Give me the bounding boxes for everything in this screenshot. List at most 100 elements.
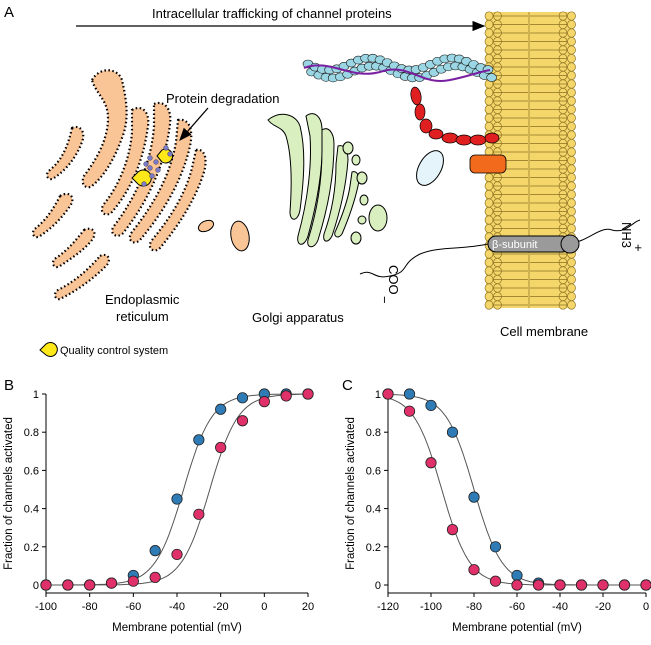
y-tick-label: 0 — [33, 580, 39, 592]
x-tick-label: 20 — [302, 601, 314, 613]
x-tick-label: -120 — [377, 601, 399, 613]
beta-subunit-label: β-subunit — [492, 239, 537, 251]
data-point-b-1 — [171, 493, 183, 505]
data-point-b-2 — [280, 390, 292, 402]
x-axis-label: Membrane potential (mV) — [112, 622, 242, 634]
data-point-c-2 — [511, 579, 523, 591]
y-axis-label: Fraction of channels activated — [3, 417, 15, 570]
legend-label: Quality control system — [60, 345, 168, 357]
data-point-c-2 — [489, 575, 502, 587]
data-point-b-2 — [149, 571, 161, 583]
data-point-b-2 — [105, 577, 118, 589]
data-point-b-2 — [127, 575, 139, 587]
c-terminus-label: COO — [386, 265, 401, 295]
data-point-c-2 — [554, 579, 566, 591]
quality-control-icon — [39, 342, 58, 357]
er-floating-vesicles — [197, 219, 250, 252]
data-point-b-2 — [302, 388, 314, 400]
panel-a: A Intracellular trafficking of channel p… — [4, 4, 646, 357]
orange-membrane-protein — [469, 154, 507, 174]
endoplasmic-reticulum — [31, 69, 207, 301]
data-point-b-2 — [84, 579, 96, 591]
fit-curve-c-2 — [387, 397, 646, 586]
data-point-c-1 — [489, 541, 502, 553]
data-point-b-2 — [193, 508, 205, 520]
y-tick-label: 0.6 — [366, 465, 381, 477]
data-point-c-2 — [403, 405, 416, 417]
beta-subunit: β-subunit — [359, 219, 641, 278]
x-tick-label: -40 — [552, 601, 568, 613]
er-label-line1: Endoplasmic — [105, 292, 180, 307]
data-point-c-2 — [468, 564, 480, 576]
data-point-c-2 — [575, 579, 588, 591]
data-point-b-2 — [62, 579, 74, 591]
data-point-b-2 — [236, 415, 249, 427]
x-tick-label: -80 — [466, 601, 482, 613]
x-tick-label: -60 — [509, 601, 525, 613]
data-point-c-1 — [403, 388, 416, 400]
data-point-b-2 — [258, 396, 270, 408]
x-tick-label: -80 — [82, 601, 98, 613]
y-tick-label: 0.2 — [366, 542, 381, 554]
y-tick-label: 0.4 — [366, 504, 381, 516]
c-terminus-charge: − — [377, 296, 392, 304]
panel-b-letter: B — [4, 377, 14, 394]
x-tick-label: -100 — [35, 601, 57, 613]
x-tick-label: 0 — [643, 601, 649, 613]
x-tick-label: -20 — [213, 601, 229, 613]
data-point-b-1 — [236, 392, 249, 404]
golgi-apparatus — [267, 113, 388, 248]
y-tick-label: 0.8 — [24, 427, 39, 439]
x-tick-label: -20 — [595, 601, 611, 613]
membrane-label: Cell membrane — [500, 324, 588, 339]
actin-filament — [302, 53, 497, 83]
data-point-b-1 — [149, 545, 161, 557]
x-tick-label: -60 — [125, 601, 141, 613]
data-point-b-2 — [40, 579, 52, 591]
degradation-arrow — [179, 107, 209, 141]
y-tick-label: 0.6 — [24, 465, 39, 477]
panel-a-letter: A — [4, 4, 14, 21]
data-point-c-1 — [511, 569, 523, 582]
quality-control-marker — [131, 145, 174, 187]
panel-c-chart: C 0 0.2 0.4 0.6 0.8 1 -120 -100 -80 -60 -40 -20 0 Mem… — [342, 377, 651, 634]
data-point-c-2 — [425, 457, 437, 469]
panel-b-chart: B 0 0.2 0.4 0.6 0.8 1 -100 -80 -60 -40 -20 0 20 Membr… — [3, 377, 314, 634]
n-terminus-label: NH3 — [619, 222, 634, 248]
quality-control-legend: Quality control system — [39, 342, 168, 357]
data-point-b-1 — [215, 403, 227, 415]
golgi-label: Golgi apparatus — [252, 310, 344, 325]
data-point-c-2 — [532, 579, 545, 591]
fit-curve-c-1 — [387, 393, 646, 586]
data-point-c-2 — [597, 579, 609, 591]
y-tick-label: 1 — [375, 389, 381, 401]
data-point-c-1 — [446, 426, 459, 438]
x-tick-label: -40 — [169, 601, 185, 613]
x-axis-label: Membrane potential (mV) — [452, 622, 582, 634]
n-terminus-charge: + — [631, 244, 646, 252]
transport-vesicle — [416, 150, 444, 186]
x-tick-label: 0 — [261, 601, 267, 613]
er-label-line2: reticulum — [116, 309, 169, 324]
data-point-b-2 — [171, 548, 183, 561]
panel-c-letter: C — [342, 377, 353, 394]
adaptor-protein-chain — [410, 86, 500, 146]
y-tick-label: 0.2 — [24, 542, 39, 554]
data-point-c-1 — [425, 399, 437, 412]
y-tick-label: 1 — [33, 389, 39, 401]
x-tick-label: -100 — [420, 601, 442, 613]
data-point-c-2 — [618, 579, 631, 591]
trafficking-label: Intracellular trafficking of channel pro… — [152, 6, 392, 21]
data-point-c-1 — [468, 491, 480, 503]
data-point-c-2 — [446, 524, 459, 536]
y-tick-label: 0.8 — [366, 427, 381, 439]
data-point-c-2 — [640, 579, 651, 591]
y-tick-label: 0.4 — [24, 504, 39, 516]
data-point-b-1 — [193, 434, 205, 446]
protein-degradation-label: Protein degradation — [166, 91, 279, 106]
y-axis-label: Fraction of channels activated — [345, 417, 357, 570]
data-point-c-2 — [382, 388, 394, 400]
y-tick-label: 0 — [375, 580, 381, 592]
data-point-b-2 — [215, 441, 227, 454]
